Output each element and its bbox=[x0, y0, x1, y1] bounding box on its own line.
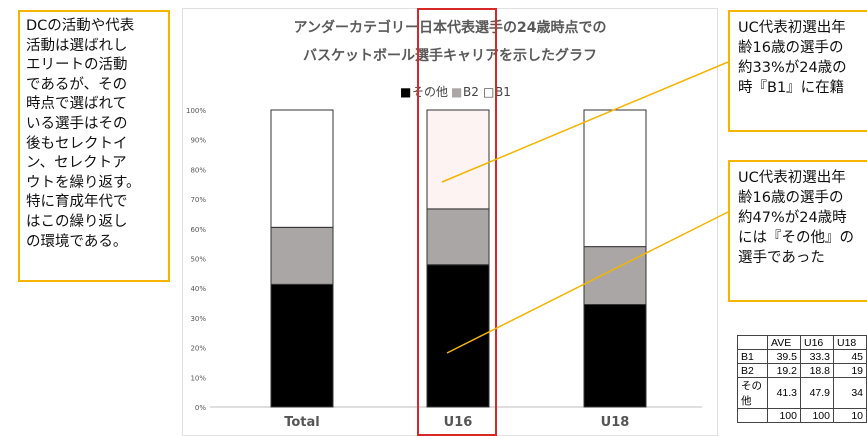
y-tick-label: 90% bbox=[190, 137, 206, 145]
y-tick-label: 50% bbox=[190, 256, 206, 264]
x-category-label: Total bbox=[284, 415, 320, 430]
table-cell: U16 bbox=[800, 335, 834, 350]
callout-other-note: UC代表初選出年 齢16歳の選手の 約47%が24歳時 には『その他』の 選手で… bbox=[728, 160, 867, 302]
summary-table-container: AVE U16 U18 B1 39.5 33.3 45 B2 19.2 18.8 19 その他 41.3… bbox=[737, 335, 867, 423]
x-category-label: U16 bbox=[444, 415, 473, 430]
summary-table: AVE U16 U18 B1 39.5 33.3 45 B2 19.2 18.8 19 その他 41.3… bbox=[737, 335, 867, 423]
bar-segment-その他-Total bbox=[270, 283, 334, 408]
table-cell: 47.9 bbox=[800, 377, 834, 409]
table-cell: 18.8 bbox=[800, 363, 834, 378]
table-cell bbox=[737, 335, 768, 350]
table-cell: 34 bbox=[833, 377, 867, 409]
table-cell: B2 bbox=[737, 363, 768, 378]
bar-segment-B2-U18 bbox=[583, 246, 647, 306]
bar-segment-B1-U18 bbox=[583, 109, 647, 248]
y-tick-label: 70% bbox=[190, 196, 206, 204]
table-row: 100 100 10 bbox=[737, 408, 867, 423]
y-tick-label: 60% bbox=[190, 226, 206, 234]
table-row: その他 41.3 47.9 34 bbox=[737, 377, 867, 409]
table-cell: その他 bbox=[737, 377, 768, 409]
explanation-note: DCの活動や代表 活動は選ばれし エリートの活動 であるが、その 時点で選ばれて… bbox=[18, 10, 170, 282]
y-tick-label: 20% bbox=[190, 345, 206, 353]
chart-subtitle: バスケットボール選手キャリアを示したグラフ bbox=[303, 47, 597, 64]
table-cell: 100 bbox=[767, 408, 801, 423]
u16-highlight-box bbox=[417, 8, 497, 436]
table-cell bbox=[737, 408, 768, 423]
callout-b1-note: UC代表初選出年 齢16歳の選手の 約33%が24歳の 時『B1』に在籍 bbox=[728, 10, 867, 132]
table-row: B1 39.5 33.3 45 bbox=[737, 349, 867, 364]
table-cell: 39.5 bbox=[767, 349, 801, 364]
x-category-label: U18 bbox=[601, 415, 630, 430]
y-tick-label: 0% bbox=[195, 404, 206, 412]
table-cell: AVE bbox=[767, 335, 801, 350]
table-cell: 19.2 bbox=[767, 363, 801, 378]
bar-segment-B1-Total bbox=[270, 109, 334, 228]
bar-segment-その他-U18 bbox=[583, 304, 647, 408]
legend-label-0: その他 bbox=[412, 85, 448, 99]
legend-label-2: B1 bbox=[495, 85, 511, 99]
table-cell: 19 bbox=[833, 363, 867, 378]
y-tick-label: 10% bbox=[190, 374, 206, 382]
table-cell: U18 bbox=[833, 335, 867, 350]
y-tick-label: 40% bbox=[190, 285, 206, 293]
chart-title: アンダーカテゴリー日本代表選手の24歳時点での bbox=[294, 19, 607, 36]
table-cell: 33.3 bbox=[800, 349, 834, 364]
table-cell: B1 bbox=[737, 349, 768, 364]
y-tick-label: 100% bbox=[186, 107, 206, 115]
table-cell: 41.3 bbox=[767, 377, 801, 409]
table-cell: 10 bbox=[833, 408, 867, 423]
table-row: B2 19.2 18.8 19 bbox=[737, 363, 867, 378]
legend-symbol-0: ■ bbox=[400, 85, 411, 99]
bar-segment-B2-Total bbox=[270, 226, 334, 285]
y-tick-label: 30% bbox=[190, 315, 206, 323]
table-cell: 100 bbox=[800, 408, 834, 423]
table-cell: 45 bbox=[833, 349, 867, 364]
table-header-row: AVE U16 U18 bbox=[737, 335, 867, 350]
y-tick-label: 80% bbox=[190, 166, 206, 174]
